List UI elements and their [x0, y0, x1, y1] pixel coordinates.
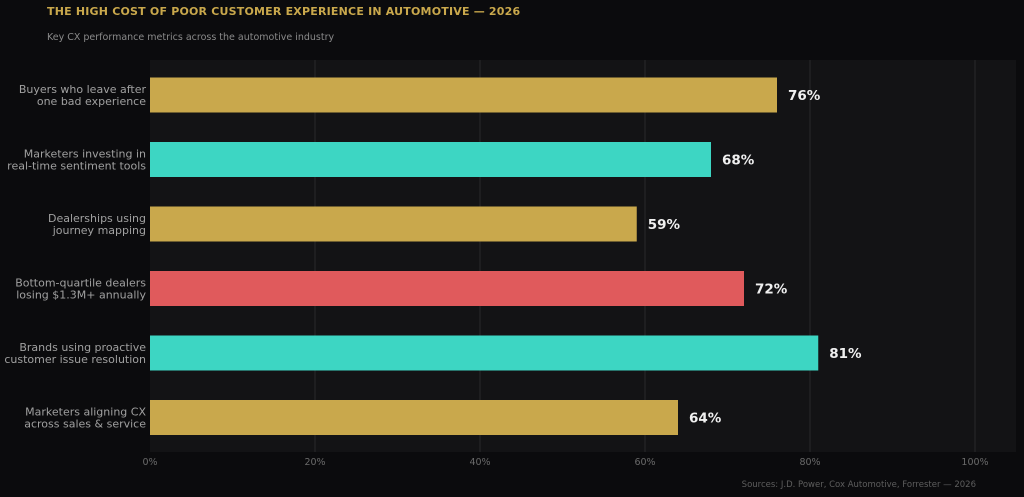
bar	[150, 142, 711, 177]
chart-subtitle: Key CX performance metrics across the au…	[47, 32, 335, 43]
bar	[150, 335, 819, 371]
category-label-line: real-time sentiment tools	[7, 160, 146, 173]
value-label: 68%	[722, 153, 755, 169]
x-tick-label: 100%	[961, 457, 988, 468]
category-label: Marketers investing in real-time sentimen…	[7, 148, 146, 173]
category-label-line: Buyers who leave after	[19, 83, 147, 96]
value-label: 64%	[689, 411, 722, 427]
category-label-line: one bad experience	[37, 95, 146, 108]
source-note: Sources: J.D. Power, Cox Automotive, For…	[741, 480, 976, 490]
category-label-line: customer issue resolution	[4, 353, 146, 366]
category-label: Dealerships using journey mapping	[48, 212, 146, 237]
x-tick-label: 0%	[142, 457, 157, 468]
bar	[150, 77, 777, 113]
category-label: Brands using proactive customer issue res…	[4, 341, 146, 366]
x-tick-label: 40%	[469, 457, 490, 468]
value-label: 81%	[829, 346, 862, 362]
category-label: Marketers aligning CX across sales & serv…	[24, 406, 146, 431]
category-label: Bottom-quartile dealers losing $1.3M+ ann…	[15, 277, 146, 302]
category-label-line: losing $1.3M+ annually	[16, 289, 146, 302]
bar	[150, 271, 744, 306]
value-label: 72%	[755, 282, 788, 298]
category-label-line: journey mapping	[52, 224, 146, 237]
category-label-line: across sales & service	[24, 418, 146, 431]
category-label-line: Brands using proactive	[19, 341, 146, 354]
category-label-line: Bottom-quartile dealers	[15, 277, 146, 290]
x-tick-label: 20%	[304, 457, 325, 468]
bar	[150, 400, 678, 435]
category-label-line: Dealerships using	[48, 212, 146, 225]
bar	[150, 206, 637, 242]
value-label: 59%	[648, 217, 681, 233]
x-tick-label: 80%	[799, 457, 820, 468]
category-label-line: Marketers aligning CX	[25, 406, 146, 419]
category-label: Buyers who leave after one bad experience	[19, 83, 147, 108]
value-label: 76%	[788, 88, 821, 104]
category-label-line: Marketers investing in	[24, 148, 146, 161]
chart-title: THE HIGH COST OF POOR CUSTOMER EXPERIENC…	[47, 5, 521, 18]
plot-area	[150, 60, 1016, 452]
x-tick-label: 60%	[634, 457, 655, 468]
